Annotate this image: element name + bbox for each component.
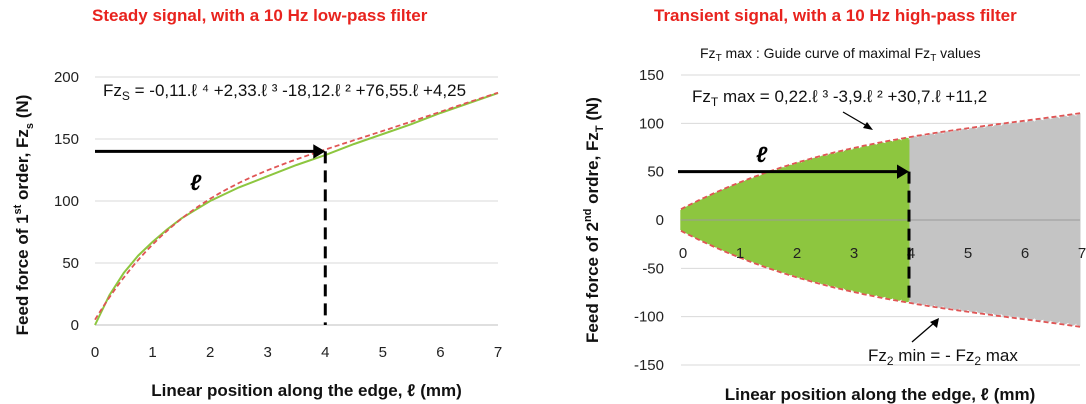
x-tick-label: 2 bbox=[793, 245, 801, 262]
x-tick-label: 3 bbox=[850, 245, 858, 262]
right-chart-title: Transient signal, with a 10 Hz high-pass… bbox=[654, 6, 1017, 25]
highpass-chart: FzT max : Guide curve of maximal FzT val… bbox=[582, 45, 1086, 404]
fit-line-dashed bbox=[94, 91, 499, 321]
x-tick-label: 4 bbox=[321, 344, 329, 361]
min-equation: Fz2 min = - Fz2 max bbox=[868, 346, 1018, 368]
x-tick-label: 6 bbox=[436, 344, 444, 361]
min-pointer-head bbox=[930, 318, 939, 328]
y-tick-label: -150 bbox=[634, 357, 664, 374]
y-tick-label: 50 bbox=[62, 255, 79, 272]
x-tick-label: 5 bbox=[964, 245, 972, 262]
lowpass-chart: 0 50 100 150 200 0 1 2 3 4 5 6 7 FzS = -0,11.ℓ ⁴ +2,3… bbox=[12, 69, 502, 400]
y-tick-label: 100 bbox=[54, 193, 79, 210]
x-tick-label: 3 bbox=[264, 344, 272, 361]
y-tick-label: 0 bbox=[71, 317, 79, 334]
y-tick-label: -100 bbox=[634, 309, 664, 326]
ell-arrow-head bbox=[897, 164, 909, 179]
y-tick-label: 0 bbox=[656, 212, 664, 229]
x-tick-label: 1 bbox=[736, 245, 744, 262]
fit-equation: FzS = -0,11.ℓ ⁴ +2,33.ℓ ³ -18,12.ℓ ² +76… bbox=[103, 81, 466, 103]
y-tick-label: 150 bbox=[54, 131, 79, 148]
x-tick-label: 1 bbox=[148, 344, 156, 361]
x-axis-label: Linear position along the edge, ℓ (mm) bbox=[151, 381, 462, 400]
ell-symbol: ℓ bbox=[190, 170, 202, 195]
x-tick-label: 0 bbox=[679, 245, 687, 262]
y-axis-label: Feed force of 1st order, Fzs (N) bbox=[12, 95, 36, 336]
data-line-green bbox=[94, 92, 499, 326]
x-tick-label: 7 bbox=[1078, 245, 1086, 262]
min-pointer-line bbox=[911, 322, 935, 343]
max-pointer-line bbox=[842, 111, 868, 127]
chart-subtitle: FzT max : Guide curve of maximal FzT val… bbox=[700, 45, 981, 64]
y-axis-label: Feed force of 2nd ordre, FzT (N) bbox=[582, 97, 606, 343]
ell-symbol: ℓ bbox=[756, 142, 768, 167]
x-tick-label: 7 bbox=[494, 344, 502, 361]
x-tick-label: 0 bbox=[91, 344, 99, 361]
y-tick-label: 150 bbox=[639, 67, 664, 84]
x-tick-label: 4 bbox=[907, 245, 915, 262]
max-pointer-head bbox=[863, 122, 873, 130]
y-tick-label: 100 bbox=[639, 115, 664, 132]
x-tick-label: 5 bbox=[379, 344, 387, 361]
guide-curve-min bbox=[680, 230, 1081, 328]
guide-curve-max bbox=[680, 112, 1081, 210]
x-axis-label: Linear position along the edge, ℓ (mm) bbox=[725, 385, 1036, 404]
y-tick-label: 200 bbox=[54, 69, 79, 86]
x-tick-label: 6 bbox=[1021, 245, 1029, 262]
ell-arrow-head bbox=[313, 144, 326, 159]
x-tick-label: 2 bbox=[206, 344, 214, 361]
y-tick-label: 50 bbox=[647, 164, 664, 181]
left-chart-title: Steady signal, with a 10 Hz low-pass fil… bbox=[92, 6, 428, 25]
max-equation: FzT max = 0,22.ℓ ³ -3,9.ℓ ² +30,7.ℓ +11,… bbox=[692, 87, 987, 109]
y-tick-label: -50 bbox=[642, 260, 664, 277]
